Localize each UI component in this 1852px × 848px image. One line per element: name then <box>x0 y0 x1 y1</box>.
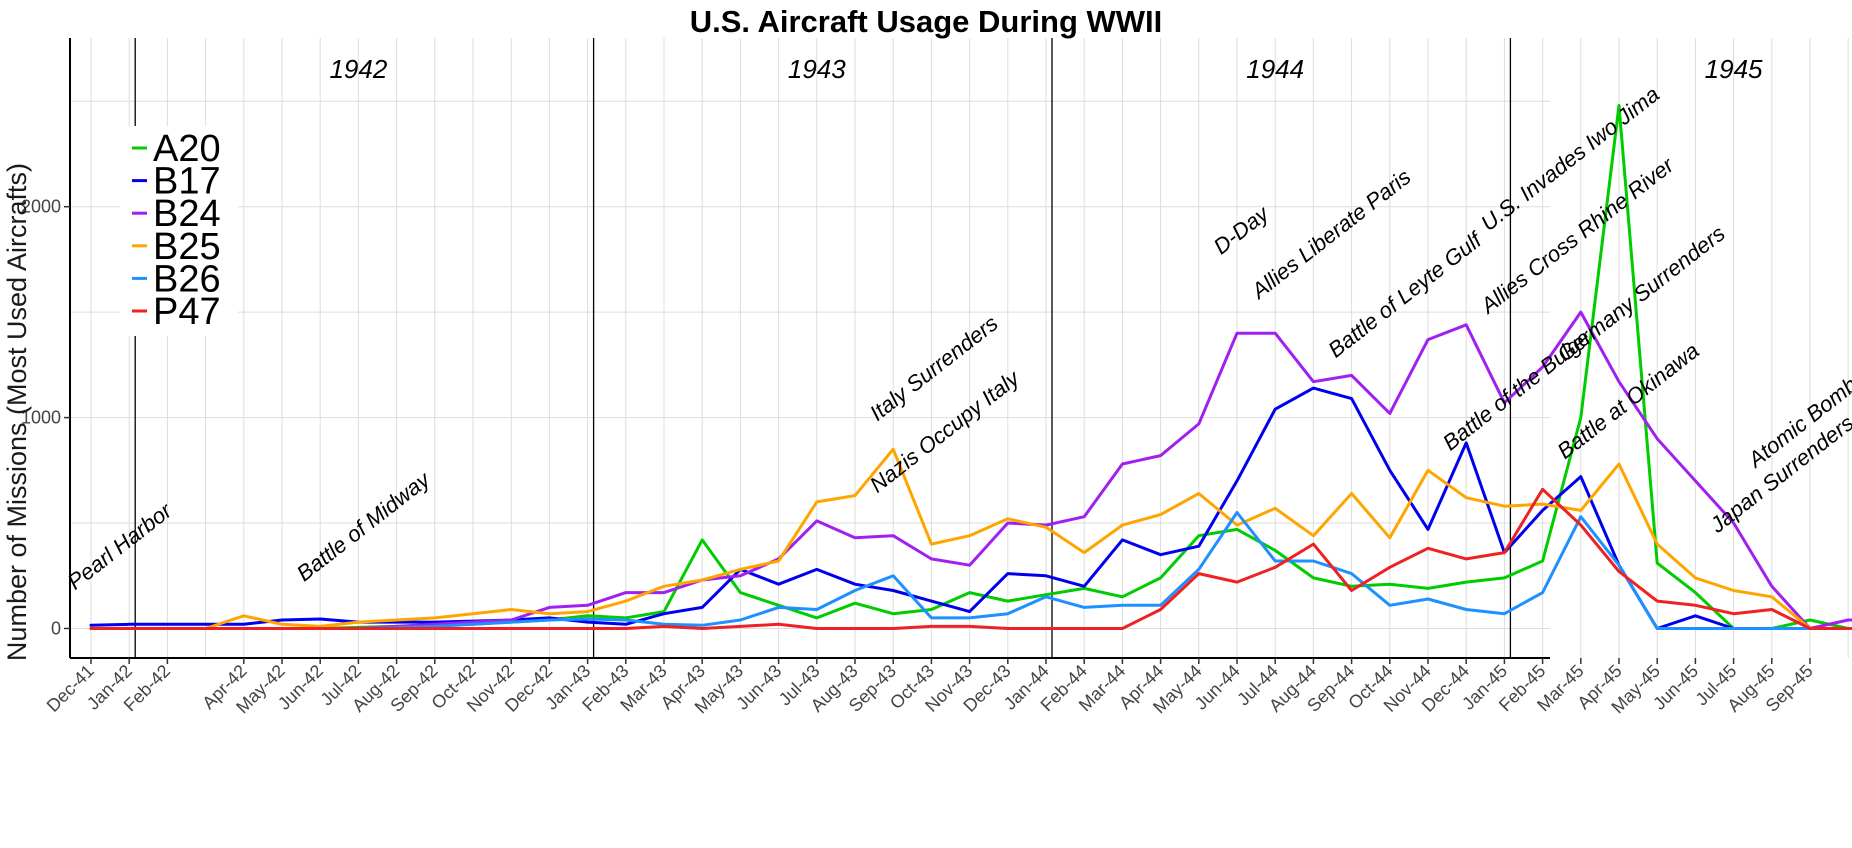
year-dividers <box>134 38 1512 658</box>
legend-entry-b26: B26 <box>153 258 221 300</box>
legend-entry-b17: B17 <box>153 161 221 203</box>
series-line-p47 <box>89 487 1852 630</box>
y-tick-label: 1000 <box>21 408 61 428</box>
year-label: 1943 <box>788 54 846 84</box>
legend-background <box>120 126 238 336</box>
legend-entry-b24: B24 <box>153 193 221 235</box>
series-layer <box>89 104 1852 630</box>
event-annotation: Nazis Occupy Italy <box>865 364 1026 497</box>
event-annotation: D-Day <box>1209 200 1275 259</box>
year-label: 1944 <box>1246 54 1304 84</box>
legend-entry-p47: P47 <box>153 291 221 333</box>
legend-entry-b25: B25 <box>153 226 221 268</box>
event-annotation: Pearl Harbor <box>63 497 178 595</box>
event-annotation: Battle of Leyte Gulf <box>1323 226 1488 363</box>
year-labels: 1942 1943 1944 1945 <box>329 54 1763 84</box>
y-axis-label: Number of Missions (Most Used Aircrafts) <box>2 163 32 661</box>
series-line-a20 <box>89 104 1852 630</box>
axes <box>69 38 1550 659</box>
y-tick-labels: 0 1000 2000 <box>21 197 70 638</box>
event-annotation: Battle of Midway <box>292 466 436 586</box>
y-tick-label: 2000 <box>21 197 61 217</box>
year-label: 1942 <box>329 54 387 84</box>
legend-entry-a20: A20 <box>153 128 221 170</box>
grid-layer <box>70 38 1849 658</box>
series-line-b25 <box>89 447 1852 630</box>
y-tick-label: 0 <box>51 618 61 638</box>
year-label: 1945 <box>1705 54 1763 84</box>
chart-title: U.S. Aircraft Usage During WWII <box>690 4 1163 39</box>
